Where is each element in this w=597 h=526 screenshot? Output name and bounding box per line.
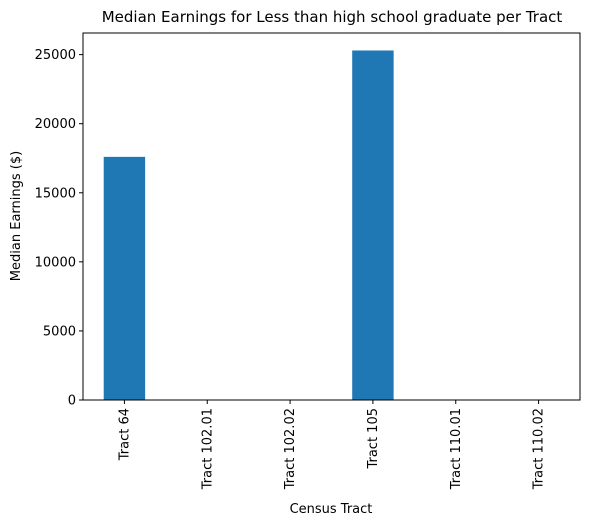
y-axis-ticks: 0 5000 10000 15000 20000 25000 bbox=[35, 48, 83, 409]
bar-3 bbox=[352, 50, 394, 400]
x-tick-label-0: Tract 64 bbox=[117, 408, 132, 461]
bar-0 bbox=[103, 156, 146, 400]
y-axis-label: Median Earnings ($) bbox=[9, 151, 24, 281]
x-axis-ticks: Tract 64 Tract 102.01 Tract 102.02 Tract 10… bbox=[117, 400, 547, 490]
y-tick-label-5: 25000 bbox=[35, 48, 76, 63]
bars-group bbox=[103, 50, 394, 400]
x-tick-label-2: Tract 102.02 bbox=[283, 408, 298, 490]
y-tick-label-0: 0 bbox=[68, 394, 76, 409]
x-tick-label-4: Tract 110.01 bbox=[449, 408, 464, 490]
y-tick-label-4: 20000 bbox=[35, 117, 76, 132]
y-tick-label-2: 10000 bbox=[35, 255, 76, 270]
y-tick-label-3: 15000 bbox=[35, 186, 76, 201]
plot-frame bbox=[82, 32, 581, 401]
x-tick-label-1: Tract 102.01 bbox=[200, 408, 215, 490]
x-tick-label-5: Tract 110.02 bbox=[532, 408, 547, 490]
chart-title: Median Earnings for Less than high schoo… bbox=[102, 8, 563, 26]
x-axis-label: Census Tract bbox=[290, 502, 373, 517]
x-tick-label-3: Tract 105 bbox=[366, 408, 381, 470]
y-tick-label-1: 5000 bbox=[43, 324, 76, 339]
